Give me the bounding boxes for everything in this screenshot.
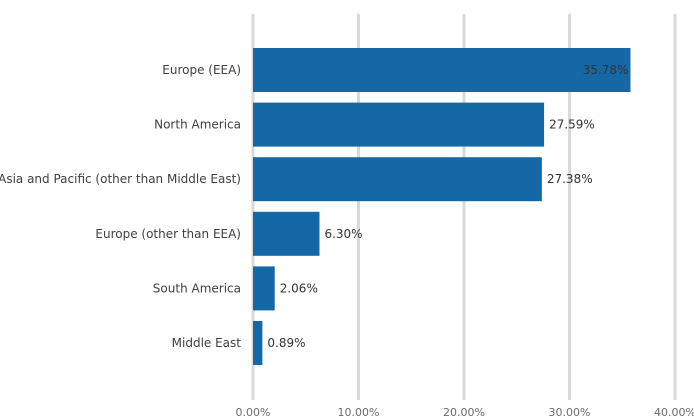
bar <box>253 211 320 256</box>
x-tick-label: 20.00% <box>443 406 485 418</box>
x-tick-label: 30.00% <box>549 406 591 418</box>
category-label: Europe (other than EEA) <box>95 227 241 241</box>
data-label: 27.59% <box>549 118 595 132</box>
bar <box>253 266 275 311</box>
data-label: 27.38% <box>547 172 593 186</box>
x-tick-label: 10.00% <box>338 406 380 418</box>
data-labels: 35.78% 27.59% 27.38% 6.30% 2.06% 0.89% <box>267 63 628 350</box>
bar <box>253 321 263 365</box>
bar <box>253 48 631 92</box>
data-label: 6.30% <box>324 227 362 241</box>
category-label: South America <box>153 281 241 295</box>
data-label: 0.89% <box>267 336 305 350</box>
category-labels: Europe (EEA) North America Asia and Pacifi… <box>0 63 241 350</box>
x-tick-label: 0.00% <box>236 406 271 418</box>
bars <box>253 48 631 365</box>
category-label: Europe (EEA) <box>162 63 241 77</box>
data-label: 35.78% <box>583 63 629 77</box>
bar <box>253 102 545 147</box>
category-label: Middle East <box>172 336 242 350</box>
x-axis-tick-labels: 0.00% 10.00% 20.00% 30.00% 40.00% <box>236 406 694 418</box>
data-label: 2.06% <box>280 281 318 295</box>
bar <box>253 157 542 202</box>
category-label: Asia and Pacific (other than Middle East… <box>0 172 241 186</box>
category-label: North America <box>154 118 241 132</box>
x-tick-label: 40.00% <box>654 406 694 418</box>
